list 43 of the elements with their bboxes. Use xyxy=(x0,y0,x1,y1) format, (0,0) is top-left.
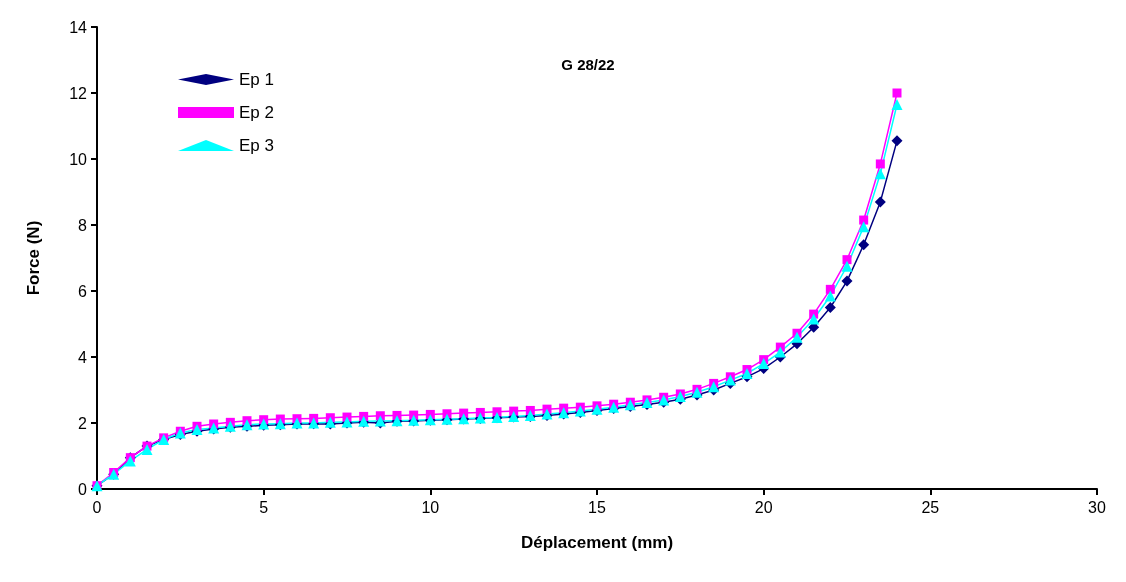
point xyxy=(859,215,869,225)
point xyxy=(825,284,835,294)
point xyxy=(741,368,753,379)
legend-label: Ep 1 xyxy=(239,70,274,89)
x-axis-title: Déplacement (mm) xyxy=(520,533,674,552)
point xyxy=(891,99,903,111)
x-tick-label: 10 xyxy=(421,498,440,516)
x-tick-label: 0 xyxy=(92,498,102,516)
y-tick-label: 6 xyxy=(78,282,88,300)
point xyxy=(874,196,886,208)
point xyxy=(891,135,903,147)
y-tick-label: 14 xyxy=(69,18,88,36)
x-tick-label: 20 xyxy=(754,498,773,516)
y-tick-label: 4 xyxy=(78,348,88,366)
point xyxy=(892,88,902,98)
x-tick-label: 25 xyxy=(921,498,940,516)
point xyxy=(874,168,886,180)
y-axis-title: Force (N) xyxy=(24,220,43,296)
point xyxy=(758,358,770,370)
point xyxy=(875,159,885,169)
point xyxy=(824,302,836,313)
point xyxy=(808,313,820,325)
y-tick-label: 8 xyxy=(78,216,88,234)
x-tick-label: 30 xyxy=(1088,498,1106,516)
point xyxy=(858,239,870,251)
point xyxy=(858,221,870,233)
text: G 28/22 xyxy=(561,56,615,73)
legend-label: Ep 3 xyxy=(239,136,274,155)
point xyxy=(774,346,786,358)
point xyxy=(824,290,836,302)
y-tick-label: 2 xyxy=(78,414,88,432)
point xyxy=(841,275,853,287)
legend-label: Ep 2 xyxy=(239,103,274,122)
y-tick-label: 10 xyxy=(69,150,88,168)
point xyxy=(791,331,803,343)
x-tick-label: 5 xyxy=(259,498,269,516)
y-tick-label: 0 xyxy=(78,480,88,498)
point xyxy=(842,255,852,265)
point xyxy=(841,260,853,272)
point xyxy=(492,407,502,417)
x-tick-label: 15 xyxy=(588,498,606,516)
y-tick-label: 12 xyxy=(69,84,88,102)
point xyxy=(442,409,452,419)
